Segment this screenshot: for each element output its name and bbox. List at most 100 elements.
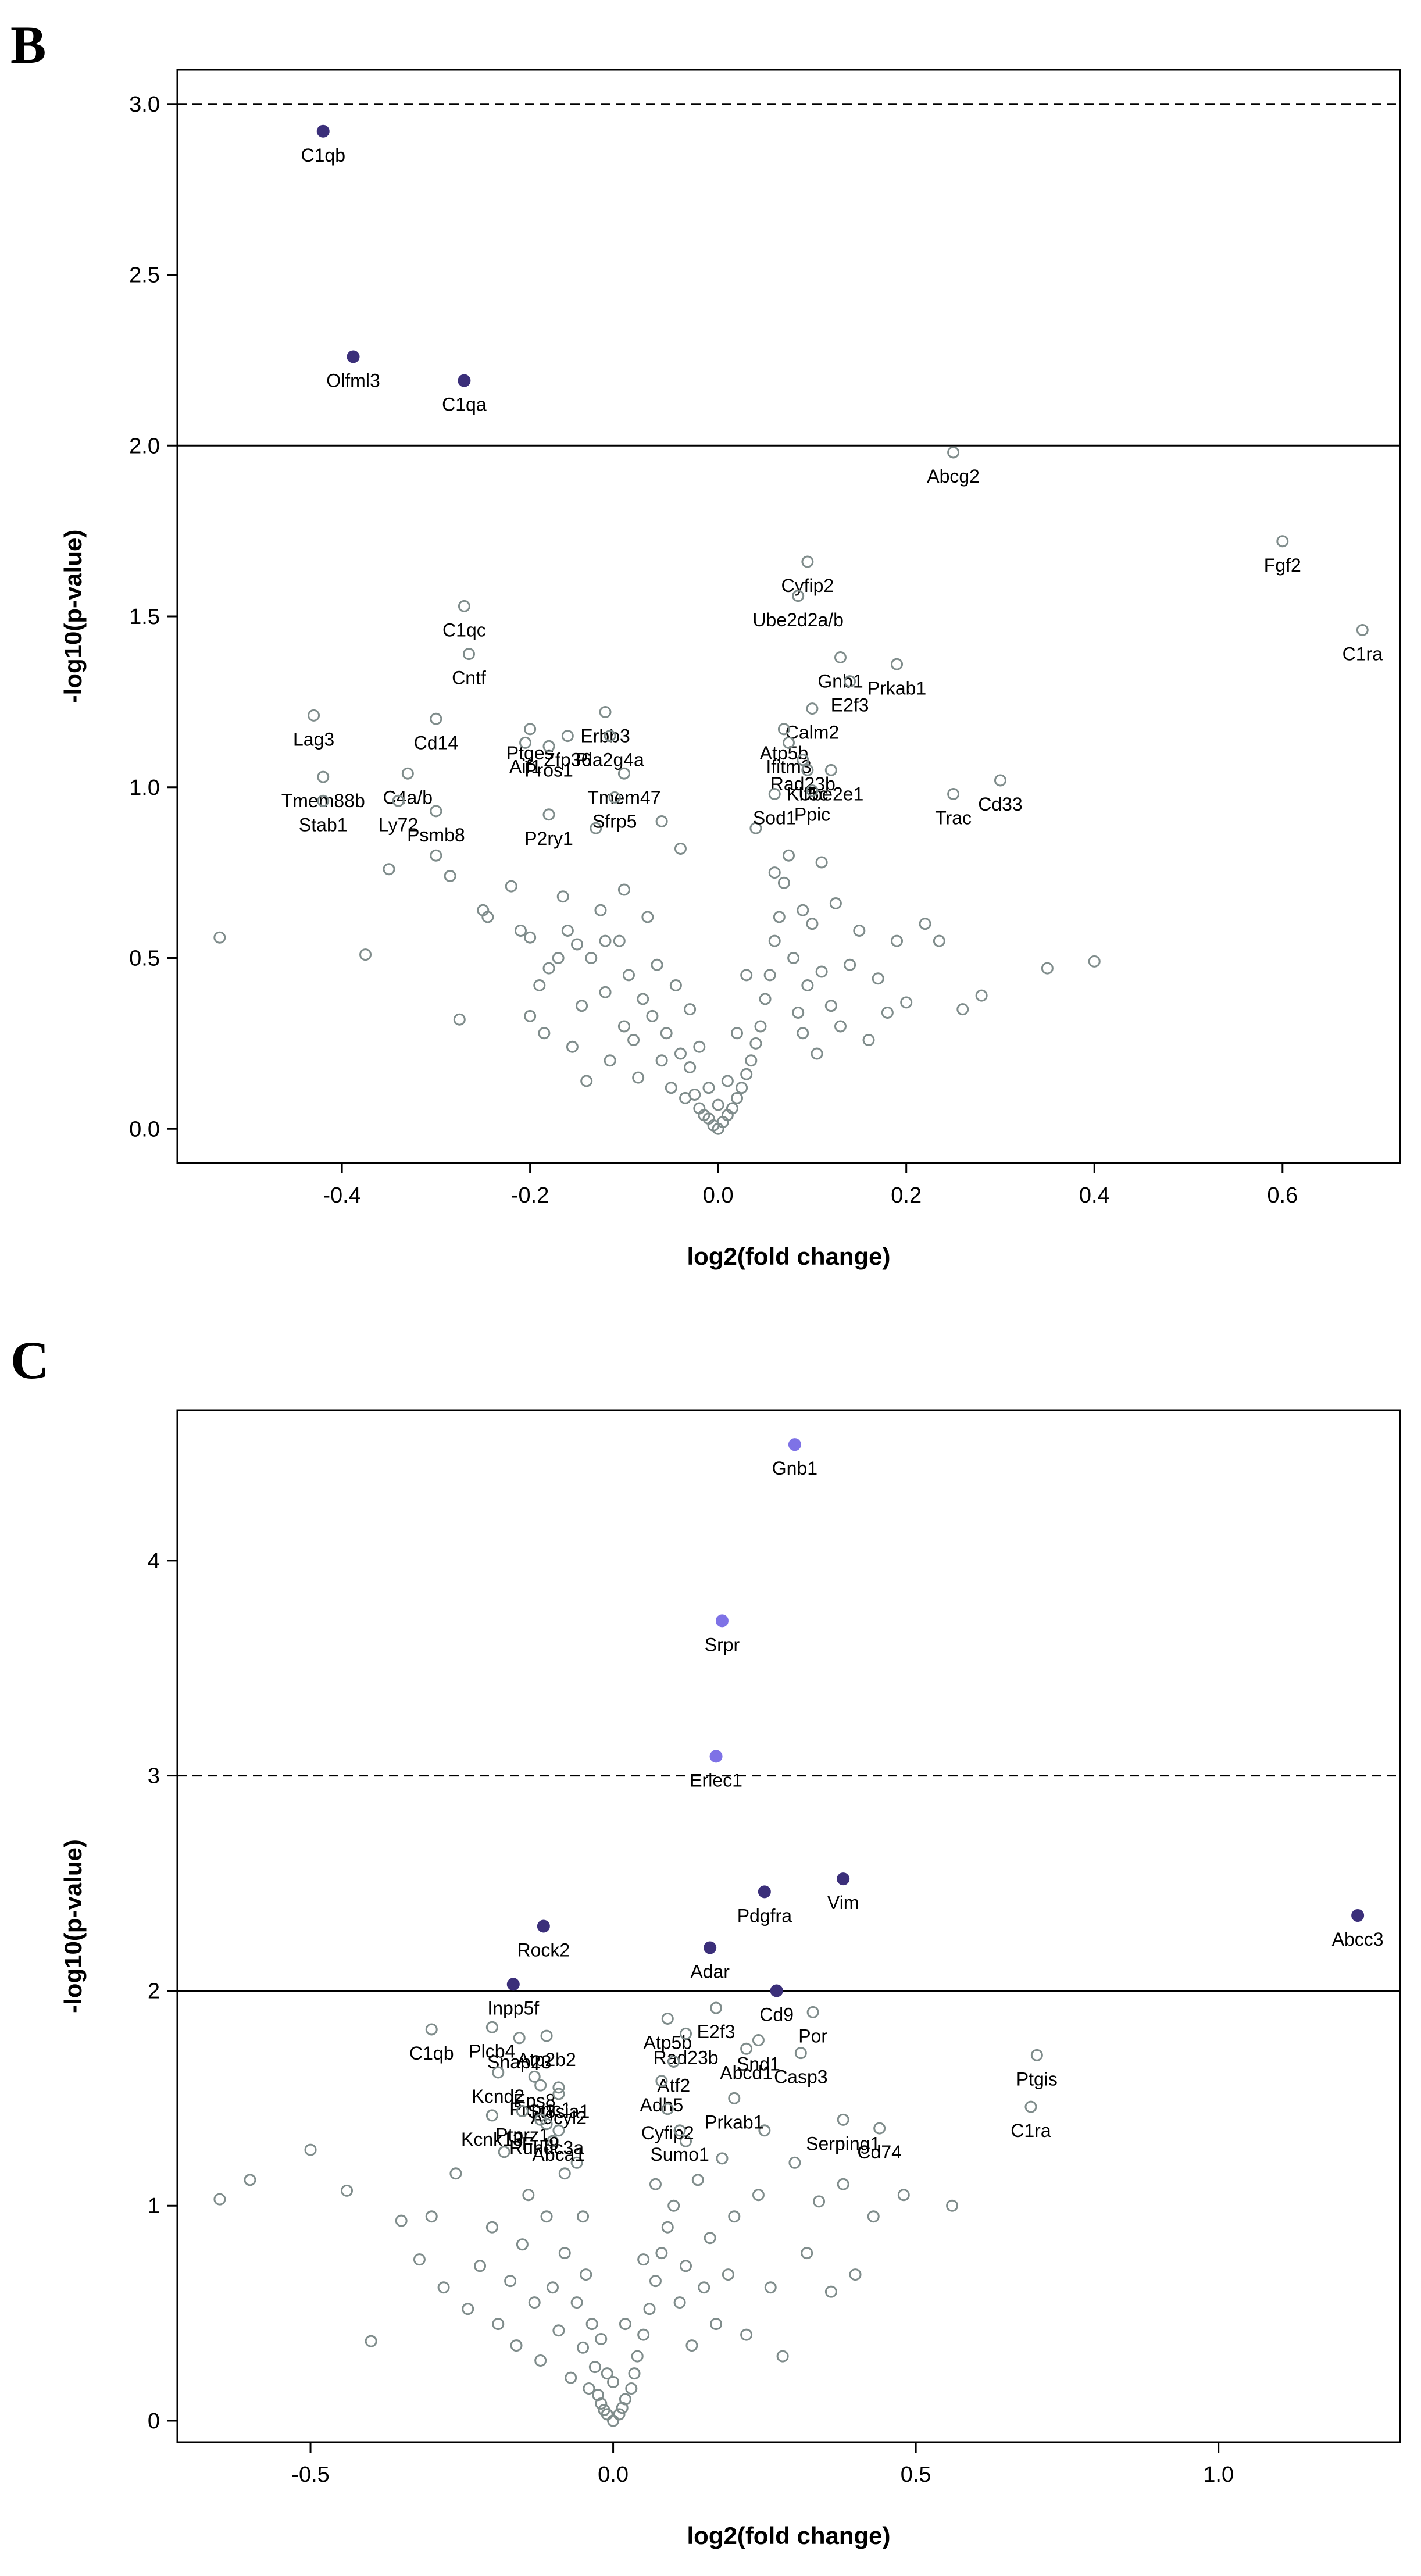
significant-point — [537, 1919, 550, 1933]
data-point — [872, 972, 884, 985]
data-point — [599, 934, 612, 947]
data-point — [712, 1098, 724, 1111]
point-label: Sod1 — [753, 808, 797, 829]
data-point — [631, 2350, 644, 2363]
data-point — [956, 1003, 969, 1016]
data-point — [900, 996, 913, 1009]
data-point — [637, 993, 649, 1005]
y-tick-label: 0.0 — [129, 1117, 160, 1141]
data-point — [726, 1102, 738, 1115]
data-point — [794, 2047, 807, 2060]
point-label: E2f3 — [831, 695, 869, 716]
data-point — [844, 675, 856, 688]
data-point — [829, 897, 842, 909]
y-tick-label: 3.0 — [129, 92, 160, 117]
point-label: Adar — [690, 1961, 730, 1982]
data-point — [595, 2333, 608, 2345]
data-point — [492, 2066, 505, 2079]
data-point — [1088, 955, 1101, 968]
point-label: Zfp36 — [544, 750, 591, 770]
significant-point — [709, 1750, 723, 1763]
x-tick-label: -0.2 — [511, 1183, 549, 1208]
data-point — [849, 2268, 862, 2281]
point-label: Ube2d2a/b — [752, 609, 844, 630]
data-point — [462, 2303, 474, 2315]
data-point — [213, 931, 226, 944]
data-point — [797, 754, 809, 766]
point-label: Adh5 — [640, 2095, 684, 2115]
data-point — [792, 590, 805, 602]
data-point — [538, 1027, 551, 1040]
data-point — [594, 904, 607, 916]
point-label: E2f3 — [697, 2021, 736, 2042]
y-axis-title: -log10(p-value) — [59, 530, 87, 704]
data-point — [777, 876, 790, 889]
point-label: Cd33 — [978, 794, 1023, 815]
data-point — [806, 918, 819, 930]
data-point — [837, 2178, 849, 2190]
data-point — [710, 2318, 723, 2331]
data-point — [604, 730, 616, 743]
point-label: Lag3 — [293, 729, 334, 750]
data-point — [561, 730, 574, 743]
data-point — [646, 1009, 659, 1022]
data-point — [524, 931, 537, 944]
data-point — [811, 1047, 823, 1060]
data-point — [505, 880, 517, 893]
data-point — [617, 883, 630, 896]
data-point — [752, 2033, 765, 2046]
data-point — [783, 736, 795, 749]
data-point — [613, 934, 626, 947]
data-point — [617, 767, 630, 780]
data-point — [768, 788, 781, 800]
point-label: Kcnd2 — [472, 2086, 524, 2107]
data-point — [627, 1034, 640, 1046]
x-tick-label: 0.0 — [703, 1183, 734, 1208]
data-point — [576, 1000, 588, 1012]
data-point — [801, 555, 814, 568]
point-label: Snap23 — [487, 2051, 551, 2072]
data-point — [655, 2075, 668, 2088]
data-point — [534, 2079, 547, 2092]
data-point — [485, 2021, 498, 2033]
y-tick-label: 2.5 — [129, 263, 160, 288]
data-point — [787, 952, 800, 964]
point-label: Gnb1 — [772, 1458, 817, 1479]
data-point — [590, 822, 602, 834]
point-label: Srpr — [705, 1634, 740, 1655]
data-point — [430, 849, 442, 862]
data-point — [813, 2195, 826, 2208]
plot-frame — [176, 1409, 1401, 2443]
data-point — [947, 788, 960, 800]
point-label: Stab1 — [299, 814, 348, 835]
data-point — [540, 2029, 553, 2042]
data-point — [740, 1068, 753, 1080]
data-point — [570, 2156, 583, 2169]
data-point — [716, 2152, 729, 2165]
data-point — [749, 1037, 762, 1050]
point-label: Rock2 — [517, 1940, 570, 1961]
data-point — [919, 918, 931, 930]
data-point — [625, 2382, 638, 2395]
y-tick-label: 1.0 — [129, 776, 160, 800]
data-point — [815, 856, 828, 869]
data-point — [552, 2088, 565, 2100]
data-point — [1030, 2049, 1043, 2061]
data-point — [674, 843, 687, 855]
point-label: Pdgfra — [737, 1905, 792, 1926]
point-label: Sfrp5 — [592, 811, 637, 832]
data-point — [619, 2318, 631, 2331]
data-point — [533, 979, 546, 991]
data-point — [661, 2013, 674, 2025]
data-point — [392, 794, 405, 807]
point-label: Calm2 — [786, 722, 839, 743]
data-point — [806, 702, 819, 715]
y-tick-label: 2 — [148, 1979, 160, 2003]
data-point — [604, 1054, 616, 1067]
data-point — [401, 767, 414, 780]
data-point — [691, 2174, 704, 2186]
significant-point — [347, 350, 360, 363]
data-point — [649, 2275, 662, 2288]
data-point — [975, 989, 988, 1002]
x-tick-label: 0.5 — [901, 2463, 931, 2487]
